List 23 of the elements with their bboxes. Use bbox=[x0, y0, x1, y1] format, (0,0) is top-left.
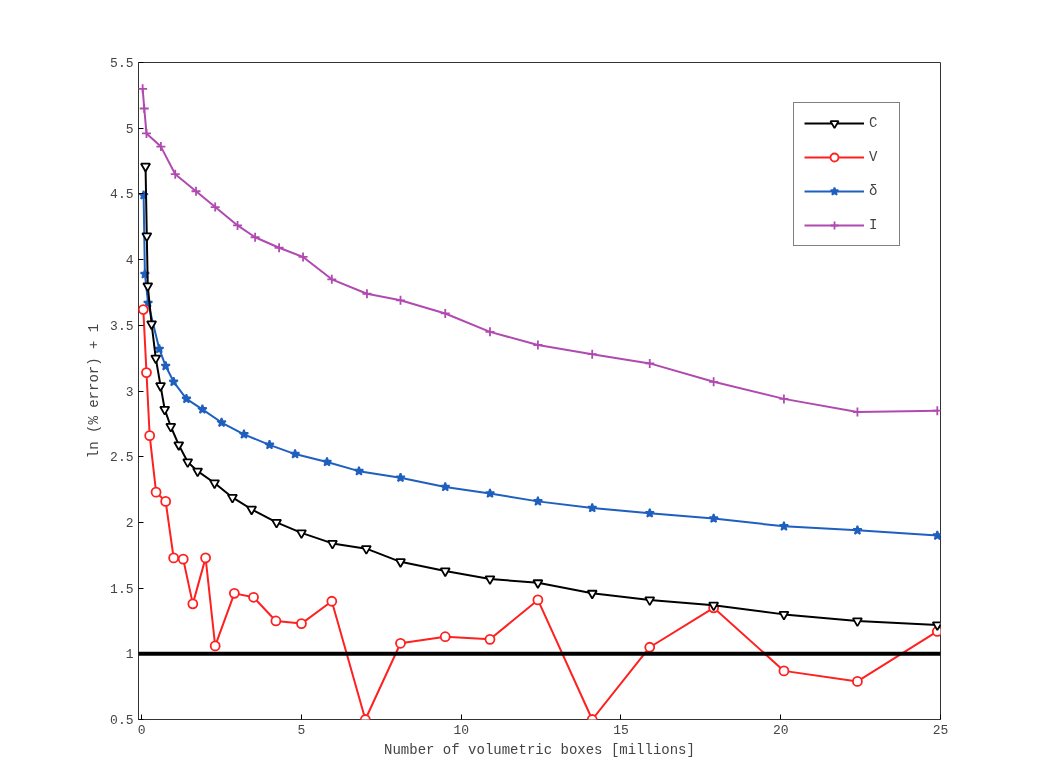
x-tick-label: 15 bbox=[613, 722, 629, 738]
y-tick-label: 1 bbox=[125, 647, 134, 663]
x-tick-label: 10 bbox=[453, 722, 470, 738]
x-tick-label: 0 bbox=[137, 722, 146, 738]
legend-label: δ bbox=[869, 183, 879, 199]
x-tick-label: 5 bbox=[297, 722, 306, 738]
y-tick-label: 4.5 bbox=[110, 187, 134, 203]
y-tick-label: 4 bbox=[125, 253, 134, 269]
legend-label: I bbox=[869, 217, 879, 233]
x-tick-label: 20 bbox=[772, 722, 789, 738]
legend-label: V bbox=[869, 149, 879, 165]
y-axis-title: ln (% error) + 1 bbox=[86, 323, 103, 459]
y-tick-label: 2 bbox=[125, 515, 134, 531]
y-tick-label: 1.5 bbox=[110, 581, 134, 597]
y-tick-label: 3.5 bbox=[110, 318, 134, 334]
y-tick-label: 5.5 bbox=[110, 56, 134, 71]
y-tick-label: 3 bbox=[125, 384, 134, 400]
y-tick-label: 2.5 bbox=[110, 450, 134, 466]
legend-label: C bbox=[869, 115, 879, 131]
y-tick-label: 0.5 bbox=[110, 713, 134, 728]
x-axis-title: Number of volumetric boxes [millions] bbox=[384, 741, 695, 758]
y-tick-label: 5 bbox=[125, 121, 134, 137]
x-tick-label: 25 bbox=[932, 722, 949, 738]
